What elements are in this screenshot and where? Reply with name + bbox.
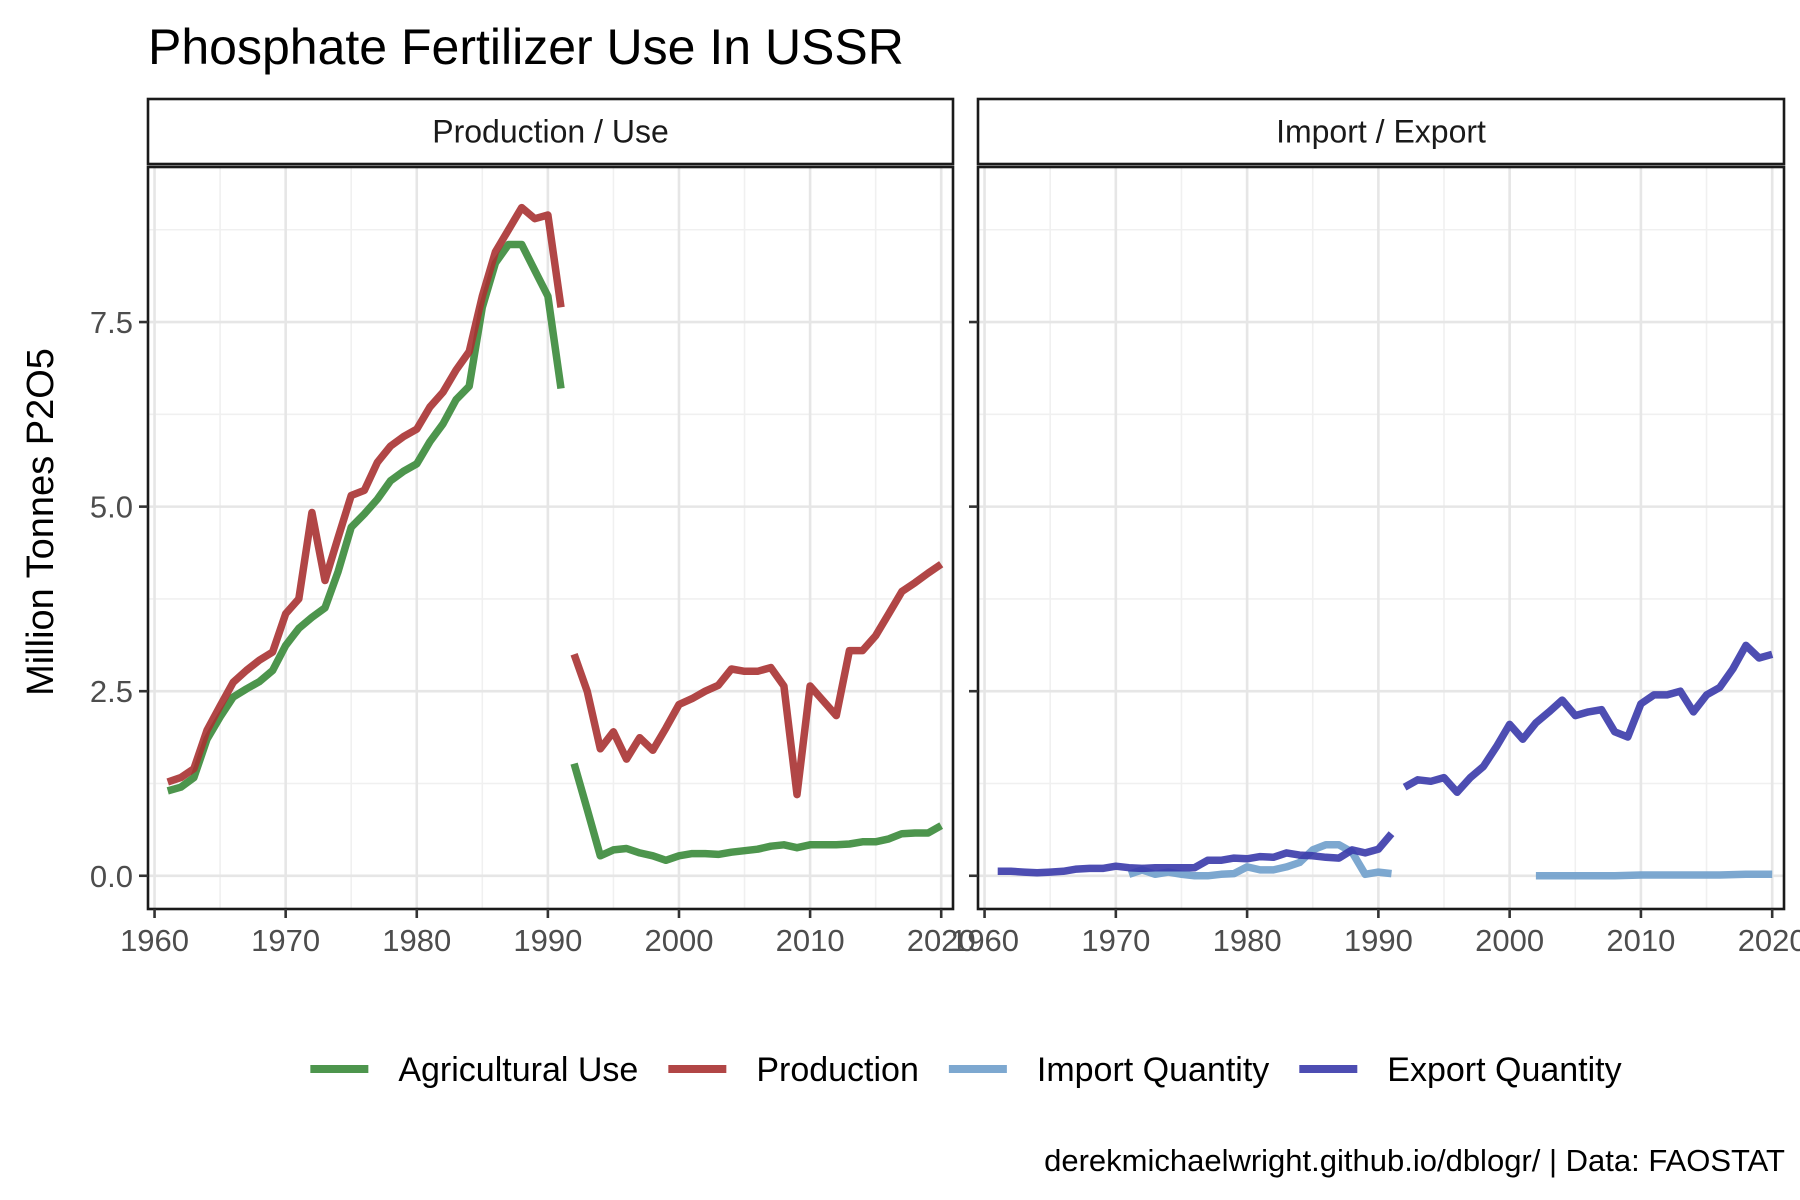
x-tick-label: 2010 — [776, 923, 845, 958]
x-tick-label: 1960 — [950, 923, 1019, 958]
series-line-export-quantity — [1402, 641, 1774, 797]
y-tick-label: 5.0 — [90, 490, 133, 525]
legend-label: Import Quantity — [1037, 1051, 1269, 1089]
legend-item-import-quantity: Import Quantity — [948, 1051, 1269, 1089]
legend: Agricultural Use Production Import Quantit… — [310, 1051, 1622, 1089]
plot-background — [148, 167, 953, 909]
series-line-export-quantity — [997, 831, 1395, 877]
chart-caption: derekmichaelwright.github.io/dblogr/ | D… — [1044, 1143, 1785, 1178]
series-line-production — [570, 561, 944, 799]
x-tick-label: 1990 — [1344, 923, 1413, 958]
y-axis-title: Million Tonnes P2O5 — [20, 348, 62, 696]
x-tick-label: 2010 — [1606, 923, 1675, 958]
x-axis: 1960 1970 1980 1990 2000 2010 2020 — [120, 909, 976, 958]
legend-item-agricultural-use: Agricultural Use — [310, 1051, 638, 1089]
x-tick-label: 1970 — [251, 923, 320, 958]
panel-border — [146, 165, 955, 911]
series-line-import-quantity — [1535, 870, 1773, 880]
x-tick-label: 2020 — [1738, 923, 1800, 958]
x-tick-label: 1980 — [1213, 923, 1282, 958]
x-tick-label: 1990 — [513, 923, 582, 958]
series-group — [997, 641, 1774, 880]
strip-production-use — [146, 97, 955, 166]
plot-background — [978, 167, 1784, 909]
x-tick-label: 2020 — [907, 923, 976, 958]
legend-label: Agricultural Use — [398, 1051, 638, 1089]
x-tick-label: 2000 — [1475, 923, 1544, 958]
panel-production-use: Production / Use 1960 1970 1980 1990 2000 2010… — [90, 97, 976, 958]
panel-import-export: Import / Export 1960 1970 1980 1990 2000 2010 2… — [950, 97, 1800, 958]
legend-label: Export Quantity — [1387, 1051, 1621, 1089]
legend-item-export-quantity: Export Quantity — [1299, 1051, 1622, 1089]
y-axis — [969, 320, 978, 878]
strip-label: Import / Export — [1276, 114, 1486, 150]
panel-border — [976, 165, 1786, 911]
series-line-agricultural-use — [570, 762, 944, 865]
chart-title: Phosphate Fertilizer Use In USSR — [148, 19, 904, 75]
y-tick-label: 7.5 — [90, 305, 133, 340]
y-axis: 0.0 2.5 5.0 7.5 — [90, 305, 148, 894]
y-tick-label: 2.5 — [90, 674, 133, 709]
strip-label: Production / Use — [432, 114, 669, 150]
x-axis: 1960 1970 1980 1990 2000 2010 2020 — [950, 909, 1800, 958]
legend-label: Production — [756, 1051, 919, 1089]
panels-layer: Production / Use 1960 1970 1980 1990 2000 2010… — [90, 97, 1800, 958]
legend-item-production: Production — [668, 1051, 919, 1089]
gridlines — [978, 167, 1784, 909]
series-group — [166, 203, 944, 865]
x-tick-label: 1980 — [382, 923, 451, 958]
y-tick-label: 0.0 — [90, 859, 133, 894]
x-tick-label: 1960 — [120, 923, 189, 958]
series-line-production — [166, 203, 565, 786]
x-tick-label: 2000 — [645, 923, 714, 958]
x-tick-label: 1970 — [1081, 923, 1150, 958]
strip-import-export — [976, 97, 1786, 166]
